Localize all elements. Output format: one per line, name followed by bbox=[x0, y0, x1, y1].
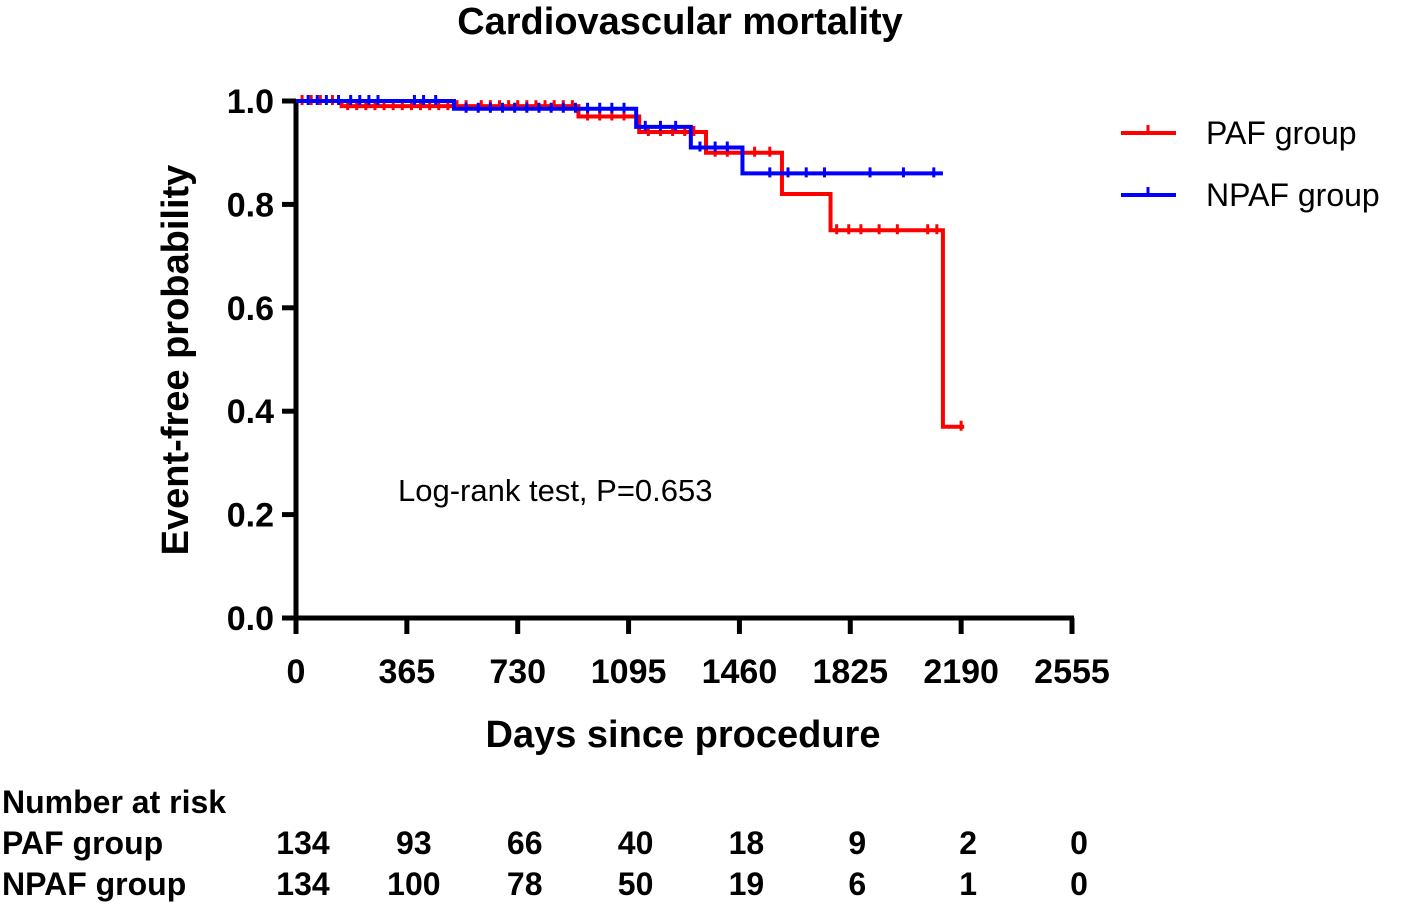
y-tick-label: 1.0 bbox=[227, 83, 274, 121]
risk-value-npaf-group: 78 bbox=[507, 866, 543, 902]
x-tick-label: 1095 bbox=[591, 653, 667, 691]
risk-value-paf-group: 66 bbox=[507, 825, 543, 861]
risk-row-label-paf-group: PAF group bbox=[2, 825, 163, 861]
y-tick-label: 0.4 bbox=[227, 393, 274, 431]
x-tick-label: 2190 bbox=[923, 653, 999, 691]
risk-value-npaf-group: 134 bbox=[276, 866, 330, 902]
x-tick-label: 0 bbox=[287, 653, 306, 691]
chart-title: Cardiovascular mortality bbox=[457, 1, 903, 43]
y-axis-label: Event-free probability bbox=[155, 165, 197, 556]
risk-value-paf-group: 18 bbox=[729, 825, 765, 861]
y-tick-label: 0.6 bbox=[227, 290, 274, 328]
paf-group-legend-label: PAF group bbox=[1206, 115, 1357, 151]
risk-value-npaf-group: 50 bbox=[618, 866, 654, 902]
axes: 0.0 0.2 0.4 0.6 0.8 1.0 0 365 730 1095 1460 1825 219… bbox=[227, 83, 1110, 691]
risk-value-paf-group: 2 bbox=[959, 825, 977, 861]
x-tick-label: 365 bbox=[378, 653, 435, 691]
risk-table-header: Number at risk bbox=[2, 784, 226, 820]
risk-value-paf-group: 134 bbox=[276, 825, 330, 861]
risk-row-label-npaf-group: NPAF group bbox=[2, 866, 186, 902]
y-tick-label: 0.0 bbox=[227, 600, 274, 638]
risk-value-npaf-group: 6 bbox=[848, 866, 866, 902]
risk-value-paf-group: 40 bbox=[618, 825, 654, 861]
y-tick-label: 0.8 bbox=[227, 186, 274, 224]
risk-value-paf-group: 0 bbox=[1070, 825, 1088, 861]
paf-group-survival-line bbox=[296, 99, 965, 429]
plot-area bbox=[296, 95, 965, 431]
legend: PAF group NPAF group bbox=[1121, 115, 1380, 213]
risk-value-paf-group: 9 bbox=[848, 825, 866, 861]
risk-value-npaf-group: 1 bbox=[959, 866, 977, 902]
x-tick-label: 2555 bbox=[1034, 653, 1110, 691]
risk-value-paf-group: 93 bbox=[396, 825, 432, 861]
x-tick-label: 1825 bbox=[812, 653, 888, 691]
risk-value-npaf-group: 0 bbox=[1070, 866, 1088, 902]
risk-value-npaf-group: 19 bbox=[729, 866, 765, 902]
x-tick-label: 1460 bbox=[702, 653, 778, 691]
npaf-group-legend-label: NPAF group bbox=[1206, 177, 1380, 213]
log-rank-annotation: Log-rank test, P=0.653 bbox=[398, 473, 713, 508]
y-tick-label: 0.2 bbox=[227, 497, 274, 535]
risk-table: Number at risk PAF group 134 93 66 40 18 9 2 0 NPA… bbox=[2, 784, 1088, 902]
npaf-group-survival-line bbox=[296, 99, 943, 176]
x-axis-label: Days since procedure bbox=[486, 714, 881, 756]
x-tick-label: 730 bbox=[489, 653, 546, 691]
risk-value-npaf-group: 100 bbox=[387, 866, 440, 902]
